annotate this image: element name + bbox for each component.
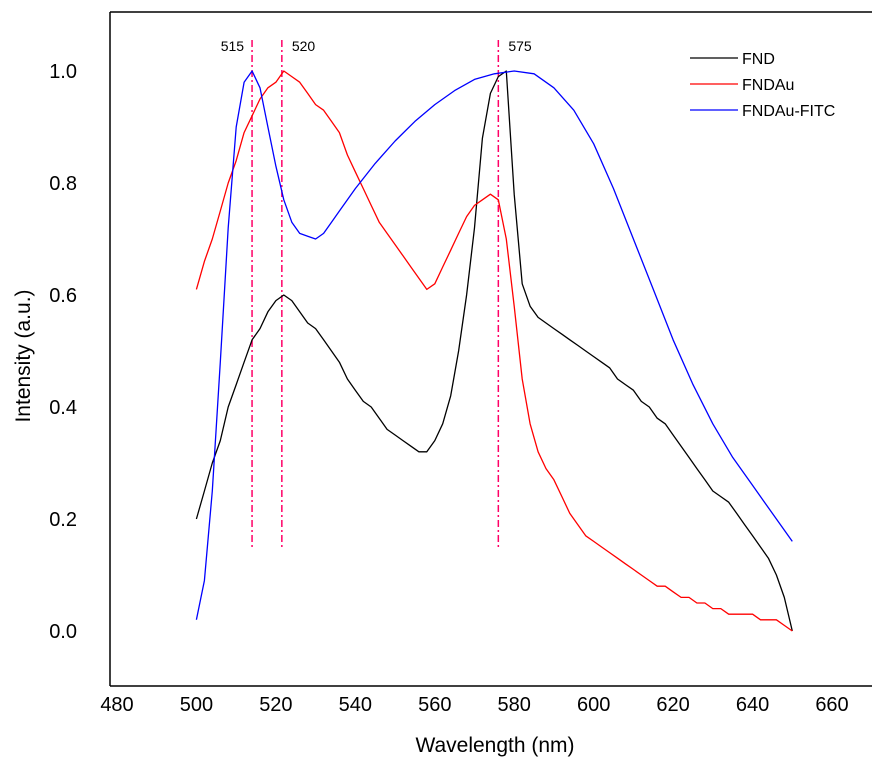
- x-tick-label: 560: [418, 694, 451, 716]
- axis-ticks: 480 500 520 540 560 580 600 620 640 660 0.0 0.2 0.4 0…: [49, 61, 849, 716]
- y-tick-label: 0.8: [49, 173, 77, 195]
- x-tick-label: 600: [577, 694, 610, 716]
- y-tick-label: 1.0: [49, 61, 77, 83]
- x-tick-label: 660: [815, 694, 848, 716]
- x-tick-label: 480: [100, 694, 133, 716]
- x-tick-label: 500: [180, 694, 213, 716]
- legend-label: FNDAu-FITC: [742, 103, 835, 120]
- series-line-fnd: [195, 70, 793, 632]
- x-tick-label: 640: [736, 694, 769, 716]
- y-tick-label: 0.0: [49, 621, 77, 643]
- legend-label: FND: [742, 51, 775, 68]
- x-axis-title: Wavelength (nm): [415, 734, 574, 757]
- y-axis-title: Intensity (a.u.): [12, 289, 35, 422]
- y-tick-label: 0.2: [49, 509, 77, 531]
- legend: FND FNDAu FNDAu-FITC: [690, 51, 835, 120]
- x-tick-label: 580: [498, 694, 531, 716]
- y-tick-label: 0.4: [49, 397, 77, 419]
- legend-label: FNDAu: [742, 77, 794, 94]
- reference-line-label: 515: [221, 38, 245, 54]
- series-line-fndau-fitc: [195, 70, 793, 620]
- y-tick-label: 0.6: [49, 285, 77, 307]
- reference-line-label: 520: [292, 38, 316, 54]
- series-line-fndau: [195, 70, 793, 632]
- x-tick-label: 620: [656, 694, 689, 716]
- reference-lines: 515 520 575: [221, 38, 532, 550]
- series-lines: [195, 70, 793, 632]
- x-tick-label: 540: [339, 694, 372, 716]
- reference-line-label: 575: [508, 38, 532, 54]
- x-tick-label: 520: [259, 694, 292, 716]
- axis-frame: [109, 11, 872, 687]
